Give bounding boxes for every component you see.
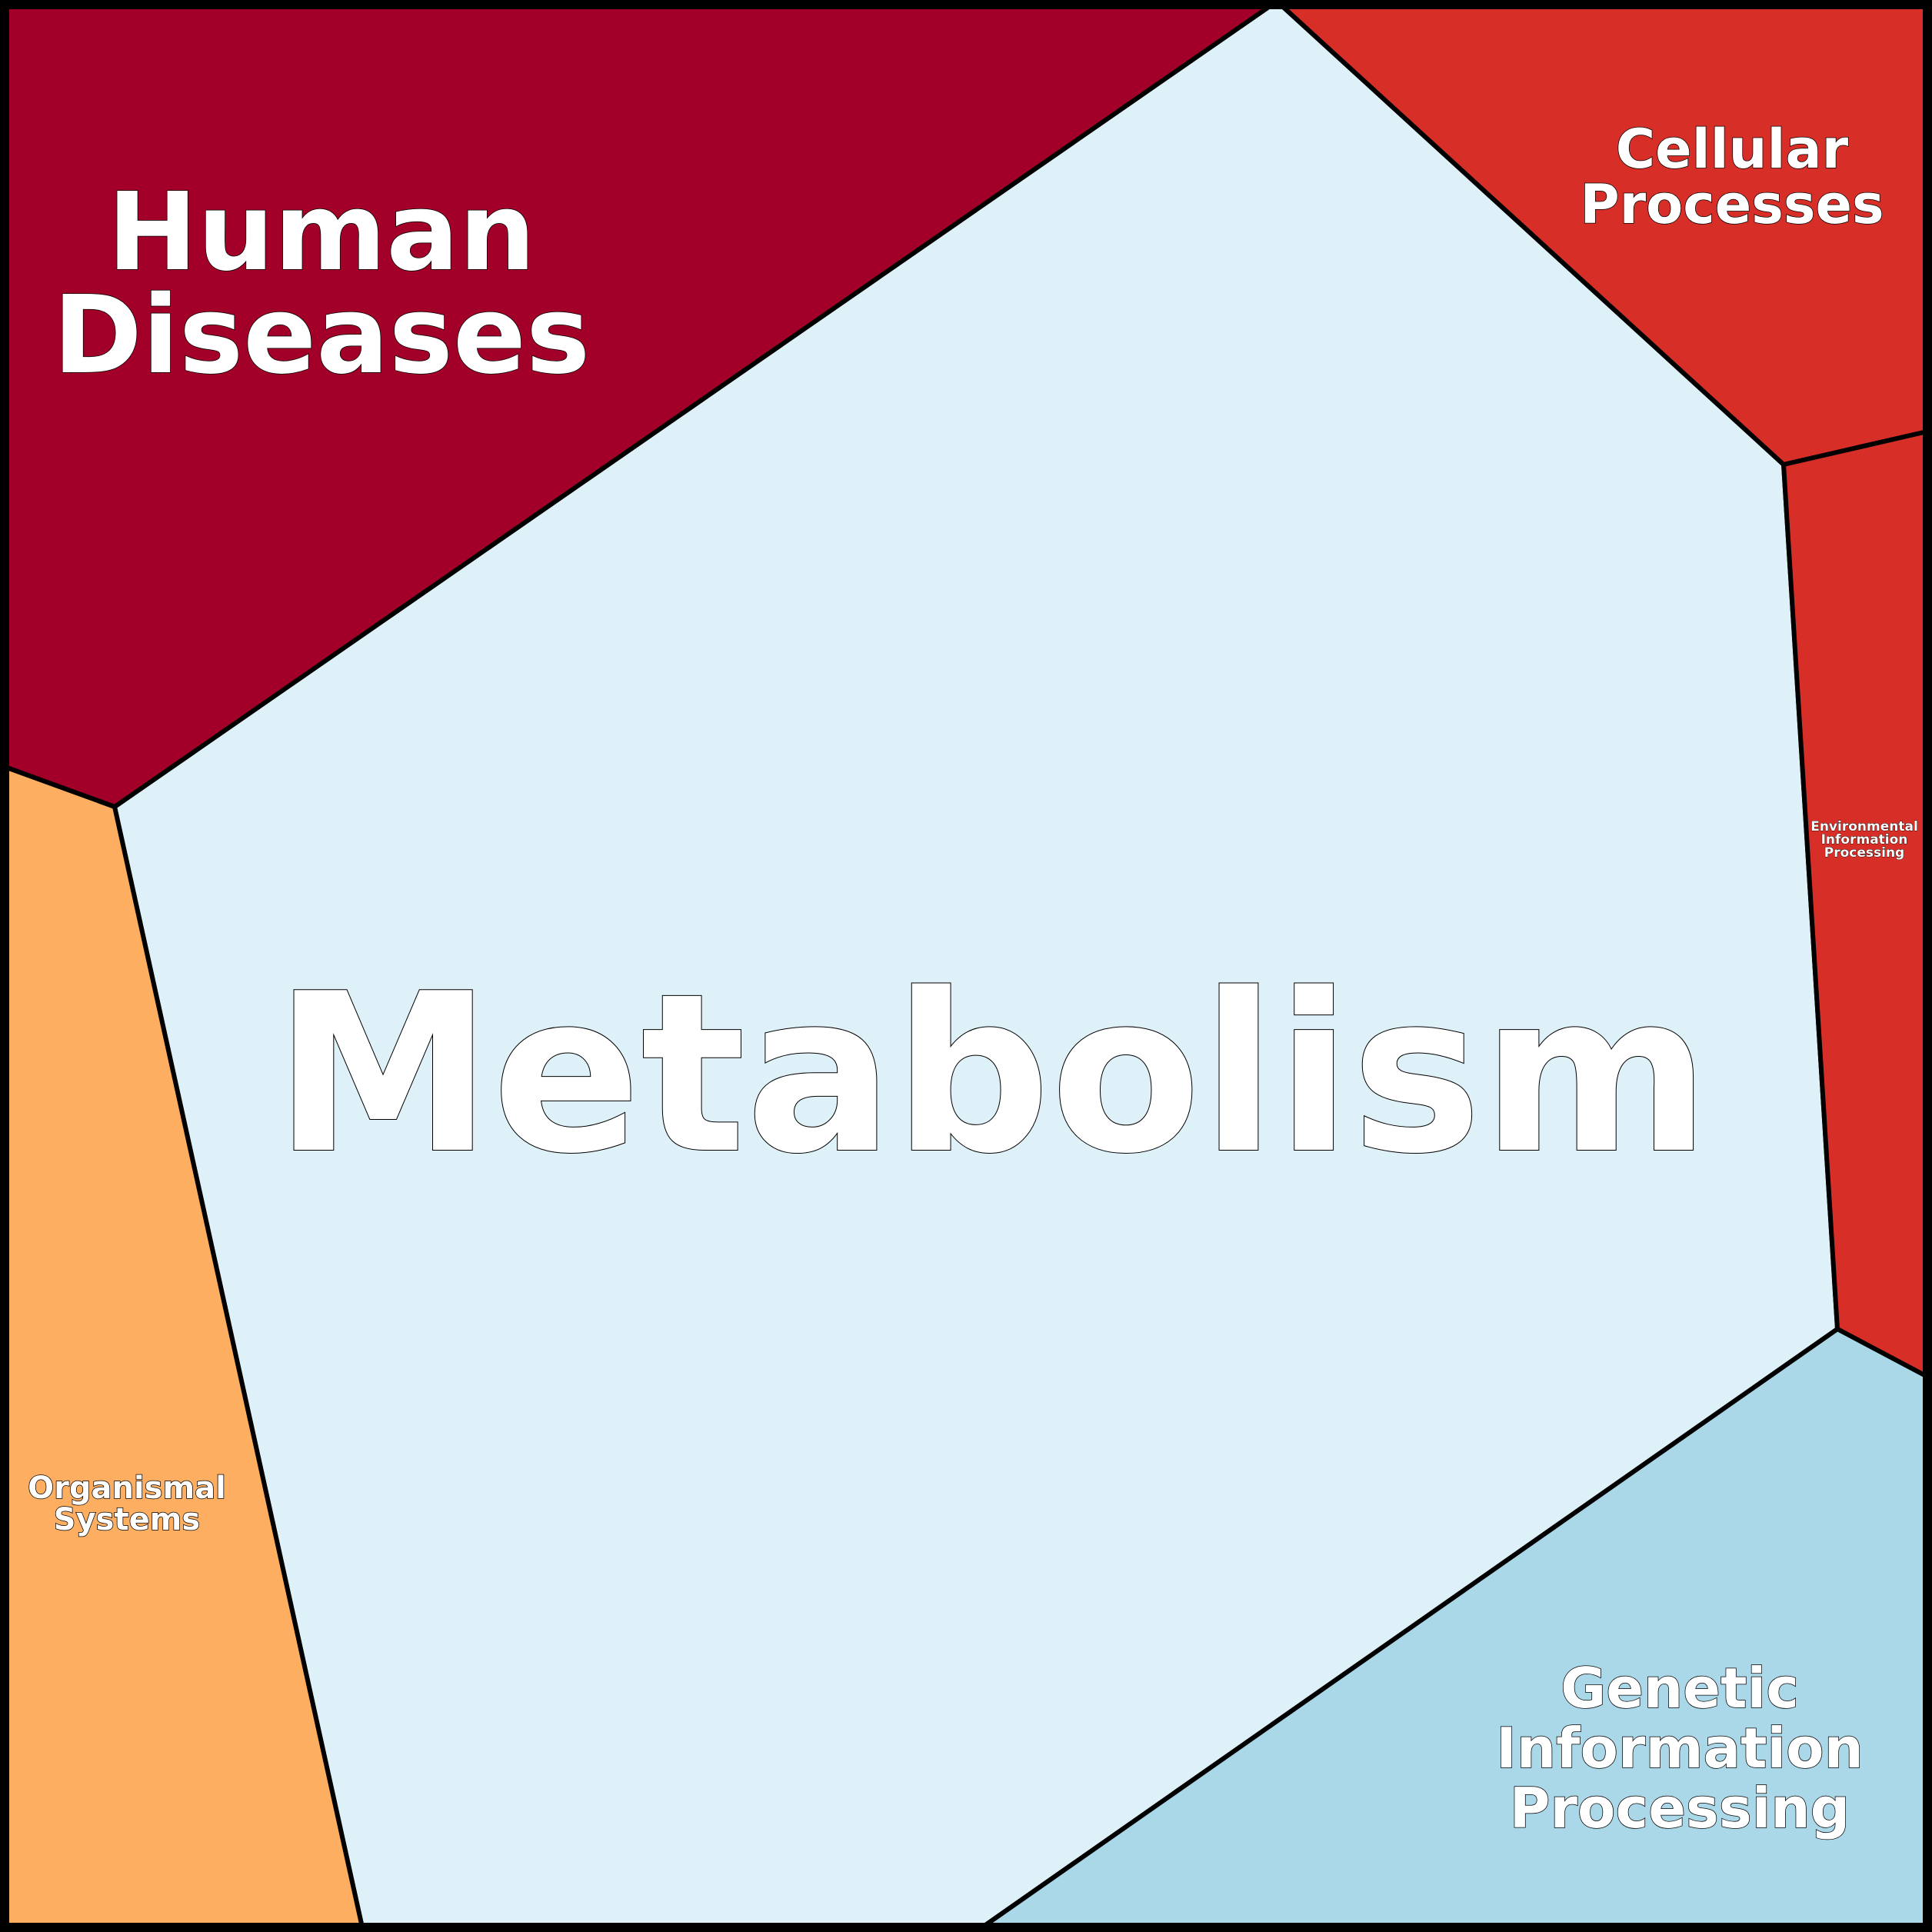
label-genetic-information-processing-line: Information bbox=[1496, 1716, 1864, 1780]
label-genetic-information-processing-line: Genetic bbox=[1561, 1656, 1799, 1720]
label-cellular-processes-line: Processes bbox=[1580, 173, 1884, 236]
label-organismal-systems-line: Systems bbox=[54, 1502, 200, 1537]
label-environmental-information-processing-line: Information bbox=[1821, 832, 1908, 848]
label-genetic-information-processing-line: Processing bbox=[1510, 1776, 1850, 1840]
label-cellular-processes: Cellular Processes bbox=[1580, 118, 1884, 236]
label-human-diseases-line: Human bbox=[108, 170, 536, 295]
label-metabolism-line: Metabolism bbox=[274, 947, 1710, 1202]
label-human-diseases-line: Diseases bbox=[53, 273, 591, 398]
label-organismal-systems-line: Organismal bbox=[28, 1471, 226, 1506]
label-organismal-systems: Organismal Systems bbox=[28, 1471, 226, 1537]
label-genetic-information-processing: Genetic Information Processing bbox=[1496, 1656, 1864, 1840]
label-cellular-processes-line: Cellular bbox=[1616, 118, 1849, 181]
label-human-diseases: Human Diseases bbox=[53, 170, 591, 398]
labels-layer: Metabolism Human Diseases Cellular Processes… bbox=[27, 117, 1918, 1841]
label-environmental-information-processing-line: Environmental bbox=[1810, 819, 1918, 834]
label-metabolism: Metabolism bbox=[274, 947, 1710, 1202]
label-environmental-information-processing-line: Processing bbox=[1824, 845, 1904, 861]
label-environmental-information-processing: Environmental Information Processing bbox=[1810, 819, 1918, 861]
